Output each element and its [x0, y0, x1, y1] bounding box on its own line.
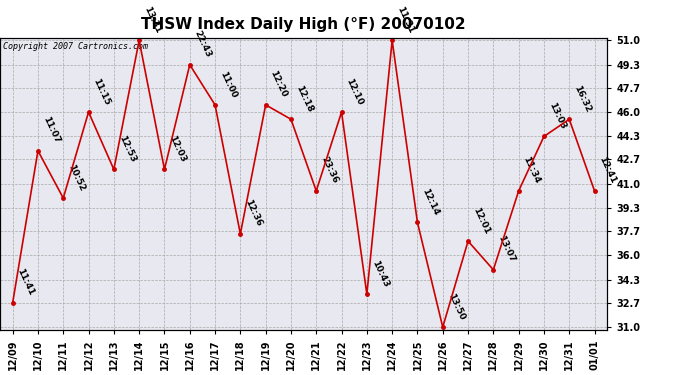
Text: 11:00: 11:00: [218, 70, 238, 99]
Text: 12:14: 12:14: [420, 187, 441, 217]
Text: Copyright 2007 Cartronics.com: Copyright 2007 Cartronics.com: [3, 42, 148, 51]
Text: 12:53: 12:53: [117, 134, 137, 164]
Text: 23:36: 23:36: [319, 155, 339, 185]
Text: 13:03: 13:03: [547, 101, 567, 131]
Text: 13:50: 13:50: [446, 292, 466, 321]
Text: 10:43: 10:43: [370, 259, 390, 288]
Text: 12:10: 12:10: [344, 77, 365, 106]
Text: 11:34: 11:34: [522, 155, 542, 185]
Text: 12:18: 12:18: [294, 84, 314, 114]
Text: 12:41: 12:41: [598, 155, 618, 185]
Text: 12:01: 12:01: [471, 206, 491, 236]
Text: 10:52: 10:52: [66, 163, 86, 192]
Text: 11:41: 11:41: [16, 267, 36, 297]
Text: 11:07: 11:07: [41, 115, 61, 145]
Text: 11:31: 11:31: [395, 5, 415, 34]
Text: 22:43: 22:43: [193, 29, 213, 59]
Text: 13:07: 13:07: [496, 234, 517, 264]
Text: 12:20: 12:20: [268, 69, 289, 99]
Text: 12:03: 12:03: [168, 134, 188, 164]
Text: 12:36: 12:36: [244, 198, 264, 228]
Text: 11:15: 11:15: [92, 76, 112, 106]
Text: THSW Index Daily High (°F) 20070102: THSW Index Daily High (°F) 20070102: [141, 17, 466, 32]
Text: 16:32: 16:32: [572, 84, 593, 114]
Text: 13:31: 13:31: [142, 5, 162, 34]
